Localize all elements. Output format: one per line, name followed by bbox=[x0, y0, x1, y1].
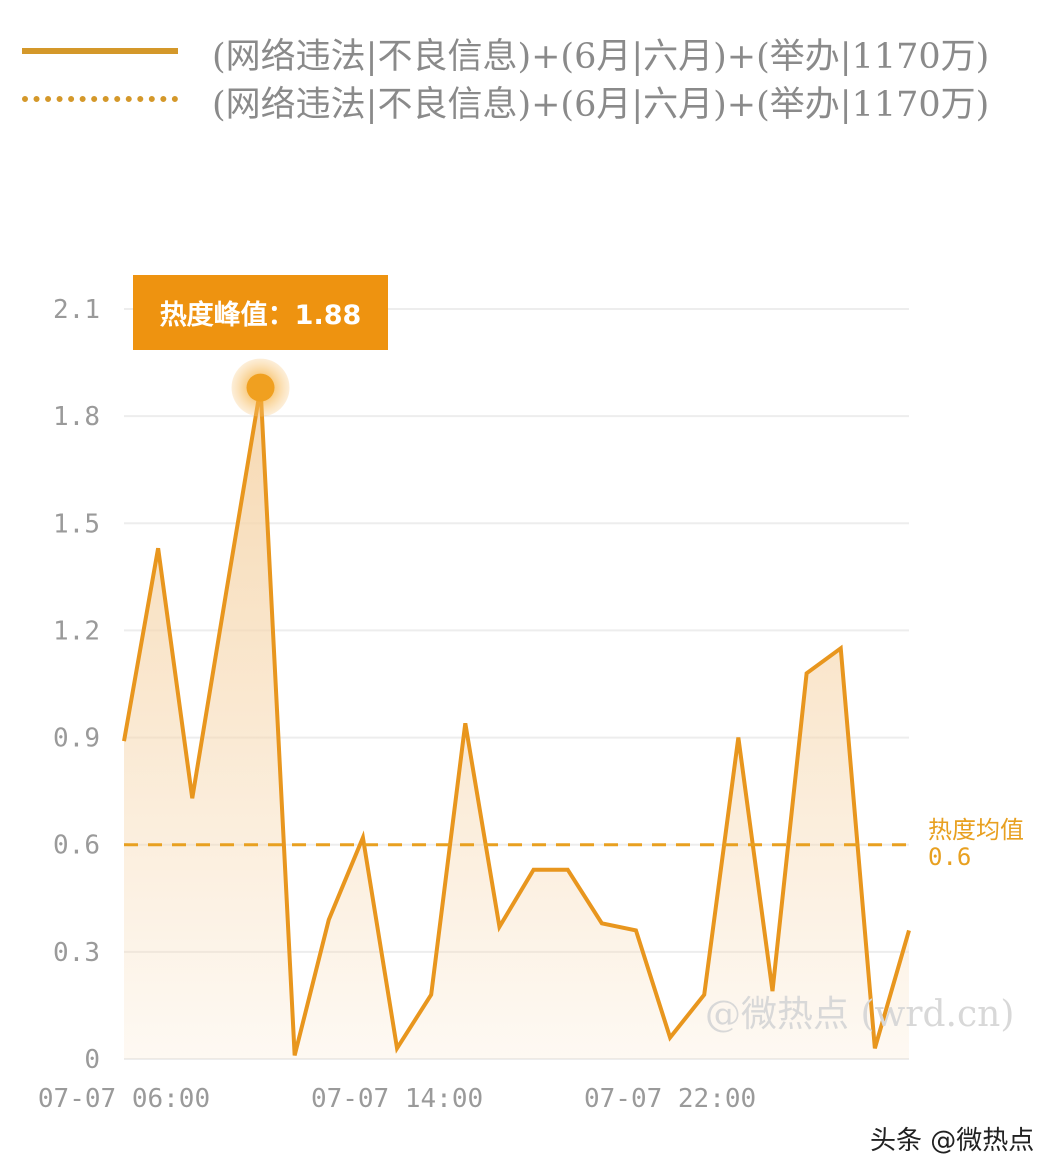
mean-value-label: 0.6 bbox=[928, 843, 972, 871]
legend-dotted-line bbox=[22, 96, 178, 102]
y-tick-label: 0.6 bbox=[53, 831, 100, 861]
watermark: @微热点 (wrd.cn) bbox=[705, 994, 1015, 1035]
footer-credit: 头条 @微热点 bbox=[870, 1126, 1035, 1156]
y-tick-label: 0.3 bbox=[53, 938, 100, 968]
mean-label: 热度均值 bbox=[928, 816, 1024, 844]
legend-label: (网络违法|不良信息)+(6月|六月)+(举办|1170万) bbox=[212, 37, 990, 77]
x-tick-label: 07-07 14:00 bbox=[311, 1084, 483, 1114]
y-tick-label: 1.2 bbox=[53, 616, 100, 646]
series-line bbox=[122, 387, 911, 1056]
y-tick-label: 1.5 bbox=[53, 509, 100, 539]
y-tick-label: 1.8 bbox=[53, 402, 100, 432]
legend-item-dotted: (网络违法|不良信息)+(6月|六月)+(举办|1170万) bbox=[0, 76, 1063, 125]
legend-item-solid: (网络违法|不良信息)+(6月|六月)+(举办|1170万) bbox=[0, 28, 1063, 77]
y-tick-label: 0 bbox=[84, 1045, 100, 1075]
area-fill bbox=[124, 387, 909, 1060]
legend-label: (网络违法|不良信息)+(6月|六月)+(举办|1170万) bbox=[212, 85, 990, 125]
peak-label: 热度峰值：1.88 bbox=[133, 275, 388, 350]
peak-marker bbox=[246, 373, 275, 402]
x-tick-label: 07-07 22:00 bbox=[584, 1084, 756, 1114]
y-tick-label: 0.9 bbox=[53, 724, 100, 754]
x-tick-label: 07-07 06:00 bbox=[38, 1084, 210, 1114]
y-tick-label: 2.1 bbox=[53, 295, 100, 325]
legend-solid-line bbox=[22, 48, 178, 54]
